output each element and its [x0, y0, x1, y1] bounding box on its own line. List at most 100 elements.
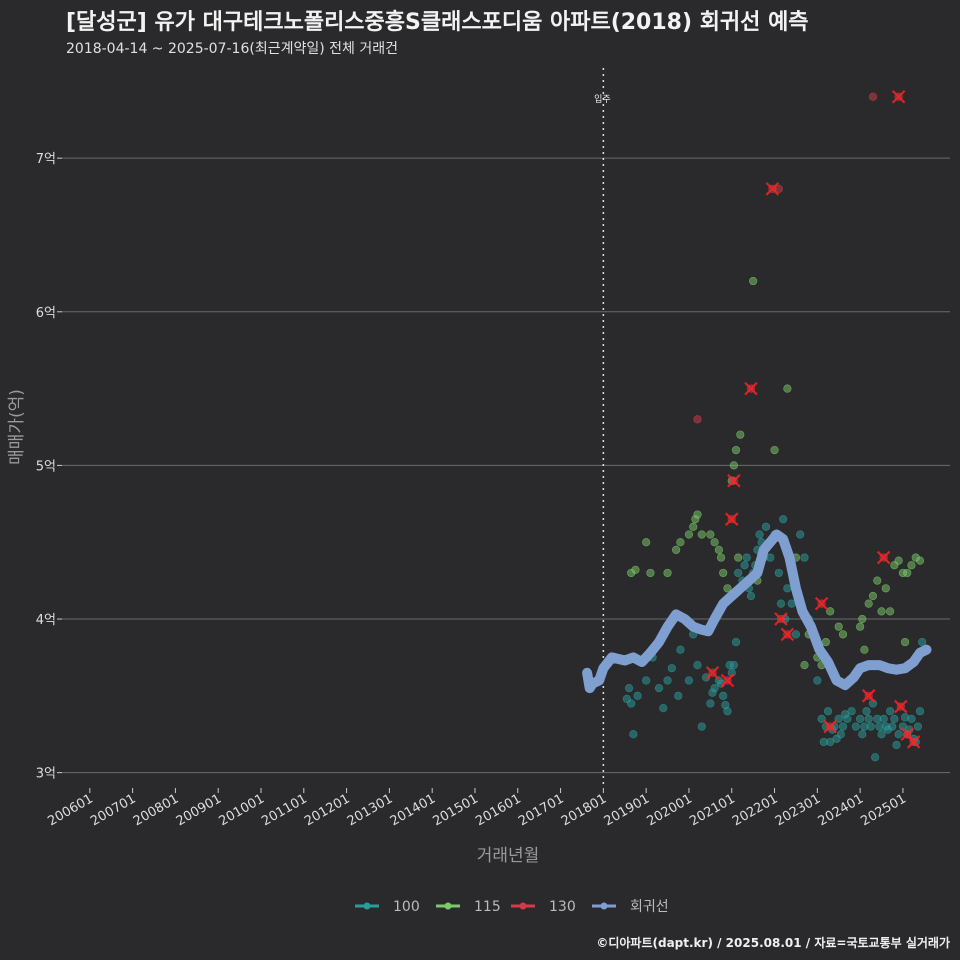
data-point-100 [746, 591, 756, 601]
x-tick-label: 201001 [217, 791, 267, 829]
data-point-115 [838, 630, 848, 639]
data-point-100 [755, 530, 764, 539]
data-point-115 [631, 565, 640, 574]
x-tick-label: 201701 [516, 791, 566, 829]
data-point-130 [693, 415, 702, 424]
data-point-100 [761, 522, 771, 531]
data-point-115 [736, 430, 745, 439]
data-point-115 [858, 614, 867, 624]
data-point-100 [883, 725, 893, 734]
data-point-100 [706, 699, 715, 708]
highlight-marker [891, 89, 906, 104]
data-point-100 [813, 676, 822, 685]
legend-label: 회귀선 [630, 899, 669, 915]
data-point-115 [900, 637, 910, 647]
data-point-115 [860, 645, 869, 654]
data-point-115 [672, 545, 681, 554]
data-point-100 [624, 684, 634, 693]
data-point-100 [866, 722, 875, 731]
legend: 100 115 130 회귀선 [355, 899, 669, 915]
data-point-115 [821, 637, 830, 647]
highlight-marker [705, 666, 720, 680]
data-point-100 [864, 714, 873, 723]
data-point-115 [663, 568, 672, 578]
data-point-100 [676, 645, 685, 654]
data-point-100 [841, 710, 850, 719]
data-point-115 [826, 607, 835, 616]
y-tick-label: 5억 [36, 459, 56, 474]
y-tick-label: 4억 [36, 613, 56, 628]
data-point-100 [778, 515, 788, 524]
y-tick-label: 7억 [36, 152, 56, 167]
data-point-115 [731, 445, 741, 455]
highlight-marker [894, 699, 908, 714]
data-point-100 [667, 664, 676, 673]
highlight-marker [780, 627, 795, 642]
data-point-115 [684, 530, 694, 539]
x-axis-label: 거래년월 [477, 846, 540, 866]
data-point-100 [858, 730, 867, 739]
x-tick-label: 201901 [602, 791, 652, 829]
data-point-100 [817, 714, 826, 723]
highlight-marker [876, 550, 891, 565]
data-point-100 [856, 714, 865, 723]
data-point-100 [697, 722, 706, 731]
x-tick-label: 201501 [430, 791, 480, 829]
data-point-100 [832, 734, 841, 743]
x-tick-label: 201601 [473, 791, 523, 829]
data-point-115 [885, 607, 895, 616]
data-point-100 [742, 553, 751, 562]
x-tick-label: 202501 [858, 791, 908, 829]
data-point-115 [856, 622, 865, 631]
data-point-115 [881, 584, 890, 593]
data-point-100 [879, 714, 888, 723]
data-point-100 [800, 553, 809, 562]
highlight-marker [814, 596, 829, 611]
data-point-100 [915, 707, 925, 716]
data-point-115 [907, 561, 916, 570]
data-point-100 [834, 714, 843, 723]
data-point-100 [659, 704, 668, 713]
data-point-115 [716, 553, 726, 562]
y-tick-label: 3억 [36, 767, 56, 782]
legend-marker-115 [444, 902, 452, 910]
x-tick-label: 202401 [816, 791, 866, 829]
data-point-100 [721, 700, 730, 710]
data-point-100 [633, 691, 642, 700]
x-tick-label: 201301 [345, 791, 395, 829]
y-tick-label: 6억 [36, 306, 56, 321]
data-point-115 [676, 538, 685, 547]
data-point-115 [868, 591, 878, 601]
x-tick-label: 200701 [88, 791, 138, 829]
legend-label: 115 [474, 899, 501, 915]
data-point-100 [693, 661, 702, 670]
data-point-100 [783, 584, 792, 593]
data-point-115 [800, 661, 809, 670]
legend-marker-130 [519, 902, 527, 910]
data-point-115 [734, 553, 743, 562]
data-point-100 [731, 637, 741, 647]
data-point-100 [791, 630, 801, 639]
data-point-100 [627, 699, 636, 708]
x-tick-label: 200801 [131, 791, 181, 829]
highlight-marker [906, 735, 921, 749]
highlight-marker [861, 689, 876, 703]
x-tick-label: 200601 [45, 791, 95, 829]
data-point-130 [774, 184, 783, 193]
highlight-marker [727, 473, 741, 488]
data-point-100 [862, 707, 871, 716]
data-point-100 [877, 730, 886, 739]
data-point-115 [706, 530, 715, 539]
legend-marker-100 [363, 902, 371, 910]
data-point-100 [776, 599, 786, 608]
data-point-115 [723, 584, 732, 593]
data-point-115 [719, 568, 728, 578]
y-axis-label: 매매가(억) [7, 389, 27, 465]
data-point-115 [689, 522, 698, 531]
x-tick-label: 201201 [302, 791, 352, 829]
data-point-100 [890, 714, 899, 723]
data-point-100 [796, 530, 805, 539]
chart-subtitle: 2018-04-14 ~ 2025-07-16(최근계약일) 전체 거래건 [66, 41, 398, 57]
data-point-115 [873, 576, 882, 585]
